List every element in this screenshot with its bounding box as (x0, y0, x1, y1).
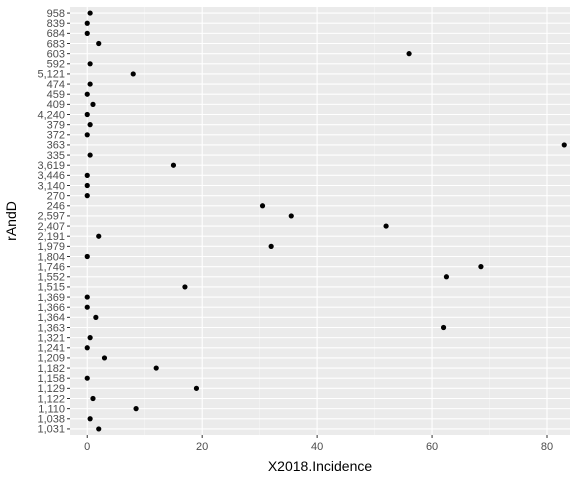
y-axis-ticks: 1,0311,0381,1101,1221,1291,1581,1821,209… (37, 8, 70, 436)
data-point (171, 163, 176, 168)
y-tick-label: 958 (47, 8, 65, 20)
data-point (85, 376, 90, 381)
data-point (441, 325, 446, 330)
data-point (90, 396, 95, 401)
x-tick-label: 80 (541, 441, 553, 453)
data-point (88, 61, 93, 66)
data-point (93, 315, 98, 320)
data-point (85, 31, 90, 36)
data-point (269, 244, 274, 249)
data-point (562, 142, 567, 147)
data-point (133, 406, 138, 411)
data-point (85, 294, 90, 299)
data-point (88, 81, 93, 86)
data-point (102, 355, 107, 360)
data-point (88, 335, 93, 340)
data-point (383, 223, 388, 228)
data-point (85, 92, 90, 97)
data-point (90, 102, 95, 107)
data-point (85, 132, 90, 137)
data-point (289, 213, 294, 218)
data-point (96, 234, 101, 239)
x-axis-ticks: 0 20 40 60 80 (84, 435, 553, 453)
data-point (444, 274, 449, 279)
data-point (88, 416, 93, 421)
data-point (85, 21, 90, 26)
data-point (131, 71, 136, 76)
data-point (96, 426, 101, 431)
data-point (85, 305, 90, 310)
x-tick-label: 60 (426, 441, 438, 453)
data-point (85, 193, 90, 198)
data-point (88, 122, 93, 127)
data-point (85, 183, 90, 188)
data-point (182, 284, 187, 289)
data-point (85, 254, 90, 259)
data-point (96, 41, 101, 46)
data-point (478, 264, 483, 269)
x-tick-label: 0 (84, 441, 90, 453)
data-point (85, 345, 90, 350)
data-point (88, 152, 93, 157)
x-axis-title: X2018.Incidence (268, 458, 373, 474)
data-point (154, 365, 159, 370)
data-point (406, 51, 411, 56)
data-point (85, 112, 90, 117)
x-tick-label: 40 (311, 441, 323, 453)
data-point (88, 10, 93, 15)
x-tick-label: 20 (196, 441, 208, 453)
data-point (260, 203, 265, 208)
data-point (85, 173, 90, 178)
data-point (194, 386, 199, 391)
y-axis-title: rAndD (3, 201, 19, 241)
